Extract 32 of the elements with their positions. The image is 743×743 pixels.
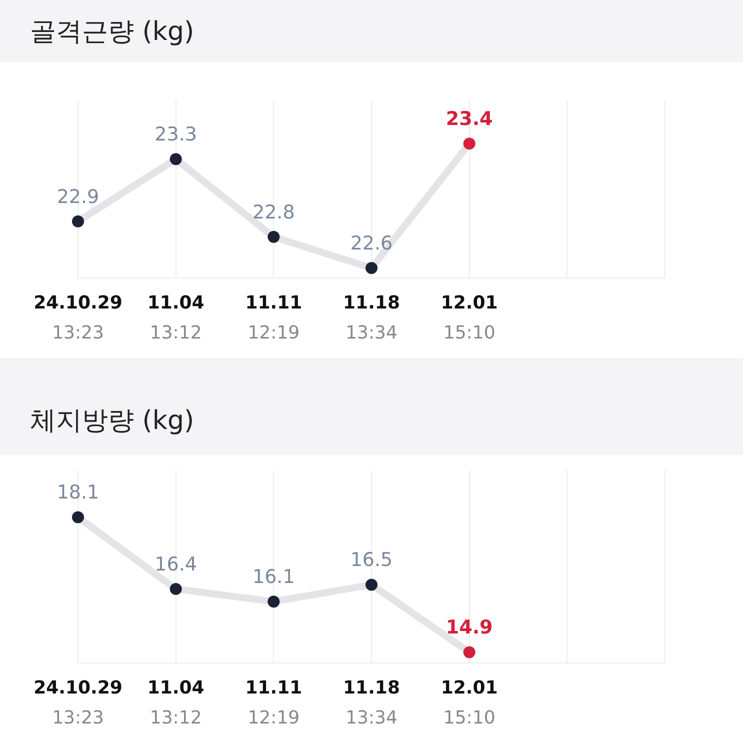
point (366, 578, 378, 591)
x-tick-label: 11.11 12:19 (245, 292, 302, 344)
point (170, 582, 182, 595)
x-tick-label: 24.10.29 13:23 (34, 678, 122, 729)
data-label: 22.6 (350, 232, 393, 254)
chart-title: 골격근량 (kg) (0, 0, 743, 62)
x-tick-label: 11.18 13:34 (343, 678, 400, 729)
x-tick-label: 12.01 15:10 (440, 292, 498, 344)
x-tick-label: 11.11 12:19 (245, 678, 302, 729)
data-label: 18.1 (56, 482, 100, 504)
x-tick-label: 11.04 13:12 (147, 678, 204, 729)
data-label: 23.3 (154, 124, 197, 146)
point (72, 511, 84, 524)
data-label: 16.5 (350, 549, 393, 572)
x-tick-label: 24.10.29 13:23 (34, 292, 122, 344)
data-label: 22.8 (252, 201, 295, 224)
data-label: 16.1 (252, 566, 295, 588)
point (72, 215, 84, 228)
data-label: 14.9 (446, 616, 493, 639)
point (463, 646, 476, 658)
point (463, 138, 476, 150)
point (366, 262, 378, 274)
point (268, 596, 280, 608)
x-tick-label: 11.18 13:34 (343, 292, 400, 344)
data-label: 16.4 (154, 553, 197, 576)
chart-title: 체지방량 (kg) (0, 358, 743, 455)
data-label: 23.4 (446, 108, 493, 130)
point (170, 153, 182, 166)
data-label: 22.9 (56, 186, 100, 208)
x-tick-label: 11.04 13:12 (147, 292, 204, 344)
x-tick-label: 12.01 15:10 (440, 678, 498, 729)
point (268, 230, 280, 243)
